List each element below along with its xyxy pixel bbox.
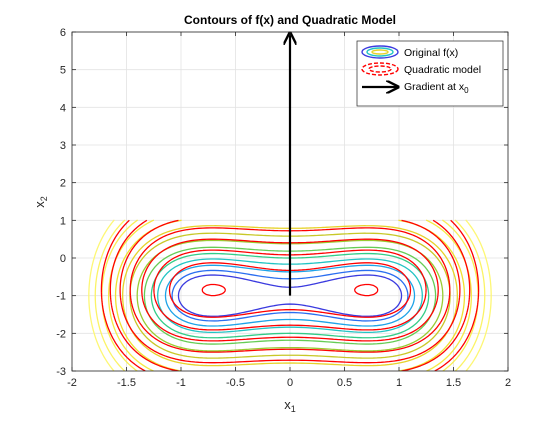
- y-tick-label: 4: [60, 102, 66, 114]
- legend-box: [356, 40, 504, 107]
- legend-label-quadratic: Quadratic model: [404, 64, 481, 76]
- x-tick-label: -1: [176, 377, 186, 389]
- original-contour-line: [150, 252, 430, 339]
- y-tick-label: -2: [56, 328, 66, 340]
- ticks: [71, 31, 509, 372]
- quadratic-contour-line: [109, 219, 471, 371]
- x-axis-label-sub: 1: [291, 404, 296, 414]
- x-tick-label: -1.5: [117, 377, 136, 389]
- x-tick-label: 1: [396, 377, 402, 389]
- legend: Original f(x) Quadratic model Gradient a…: [356, 40, 504, 107]
- quadratic-contour-line: [201, 283, 379, 297]
- legend-swatch-ellipse: [366, 47, 394, 57]
- x-tick-label: -0.5: [226, 377, 245, 389]
- x-tick-label: 2: [505, 377, 511, 389]
- original-contour-line: [94, 219, 486, 371]
- quadratic-contour-line: [129, 227, 451, 353]
- legend-label-gradient-main: Gradient at x: [404, 81, 465, 93]
- original-contour-line: [177, 274, 403, 317]
- y-tick-label: 1: [60, 215, 66, 227]
- y-axis-label-main: x: [32, 201, 47, 208]
- contours: [88, 219, 492, 371]
- quadratic-contour-line: [153, 249, 427, 331]
- original-contour-line: [164, 264, 416, 327]
- original-contour-line: [136, 239, 444, 352]
- original-contour-line: [171, 269, 409, 322]
- chart-title: Contours of f(x) and Quadratic Model: [184, 13, 396, 27]
- legend-label-gradient-sub: 0: [464, 86, 469, 95]
- y-tick-label: 3: [60, 140, 66, 152]
- x-tick-label: -2: [67, 377, 77, 389]
- quadratic-contour-line: [100, 219, 480, 371]
- legend-swatch-ellipse: [361, 45, 399, 59]
- y-axis-label-sub: 2: [39, 196, 49, 201]
- y-tick-label: -3: [56, 366, 66, 378]
- legend-swatch-ellipse: [371, 49, 389, 55]
- y-axis-label: x2: [32, 196, 49, 208]
- quadratic-contour-line: [141, 238, 439, 342]
- original-contour-line: [122, 225, 458, 367]
- legend-label-gradient: Gradient at x0: [404, 81, 469, 95]
- legend-swatch-ellipse: [368, 65, 392, 73]
- y-tick-label: 6: [60, 27, 66, 39]
- quadratic-contour-line: [168, 262, 412, 318]
- x-axis-label: x1: [284, 397, 296, 414]
- original-contour-line: [157, 258, 423, 334]
- y-tick-label: 2: [60, 178, 66, 190]
- x-tick-label: 0: [287, 377, 293, 389]
- x-axis-label-main: x: [284, 397, 291, 412]
- original-contour-line: [129, 232, 451, 359]
- legend-swatch-quadratic: [361, 62, 399, 76]
- x-tick-label: 0.5: [337, 377, 352, 389]
- y-tick-label: 5: [60, 65, 66, 77]
- y-tick-label: 0: [60, 253, 66, 265]
- quadratic-contour-line: [119, 219, 461, 364]
- legend-label-original: Original f(x): [404, 47, 458, 59]
- x-tick-label: 1.5: [446, 377, 461, 389]
- y-tick-label: -1: [56, 291, 66, 303]
- original-contour-line: [88, 219, 492, 371]
- legend-swatch-ellipse: [361, 62, 399, 76]
- legend-swatch-original: [361, 45, 399, 59]
- original-contour-line: [143, 246, 437, 345]
